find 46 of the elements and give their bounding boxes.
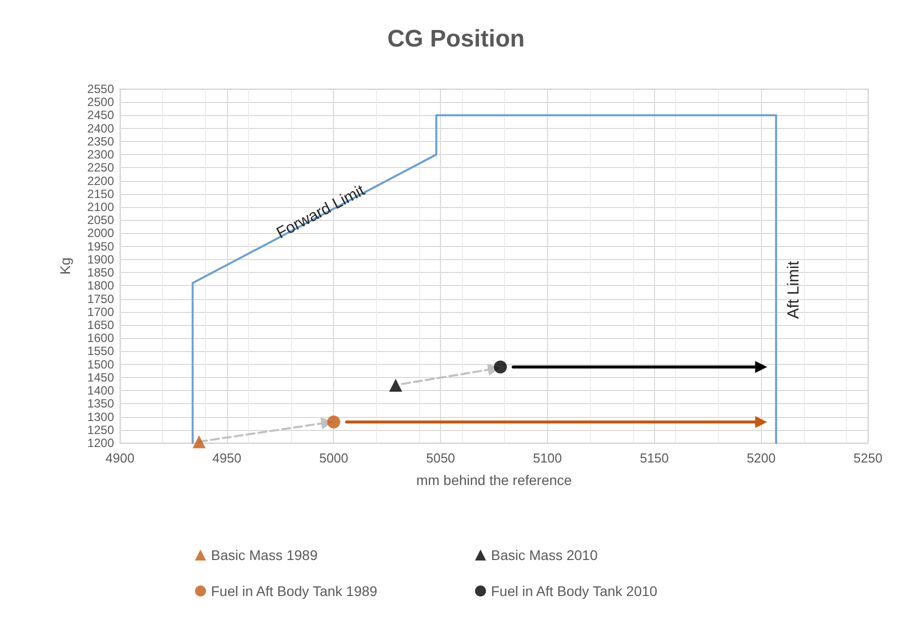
x-tick-label: 4950 — [212, 450, 242, 466]
y-tick-label: 2200 — [87, 174, 114, 188]
y-tick-label: 1600 — [87, 331, 114, 346]
legend-label: Basic Mass 2010 — [491, 547, 598, 563]
y-tick-label: 1300 — [87, 410, 114, 424]
x-tick-label: 5200 — [746, 450, 776, 466]
y-tick-label: 2350 — [87, 134, 114, 148]
y-tick-label: 1450 — [87, 370, 114, 384]
annotation: Aft Limit — [786, 260, 803, 319]
legend-label: Fuel in Aft Body Tank 1989 — [211, 583, 378, 599]
y-tick-label: 1900 — [87, 252, 114, 266]
y-tick-label: 1700 — [87, 304, 114, 319]
y-tick-label: 2150 — [87, 186, 114, 201]
y-tick-label: 2050 — [87, 213, 114, 228]
y-tick-label: 2500 — [87, 95, 114, 110]
y-tick-label: 1550 — [87, 344, 114, 358]
point — [192, 435, 206, 448]
x-tick-label: 5150 — [640, 450, 669, 466]
chart-title: CG Position — [387, 26, 525, 52]
y-tick-label: 1250 — [87, 422, 114, 437]
y-tick-label: 2300 — [87, 148, 114, 162]
x-tick-label: 4900 — [106, 450, 134, 466]
x-tick-label: 5100 — [532, 450, 562, 466]
point — [389, 378, 402, 392]
x-tick-label: 5250 — [854, 450, 882, 466]
y-tick-label: 2250 — [87, 160, 114, 175]
y-tick-label: 1200 — [87, 436, 114, 450]
legend-label: Fuel in Aft Body Tank 2010 — [491, 583, 658, 599]
x-tick-label: 5000 — [319, 450, 348, 466]
y-tick-label: 1850 — [87, 266, 114, 280]
y-tick-label: 1650 — [87, 318, 114, 332]
y-tick-label: 2400 — [87, 121, 114, 136]
y-tick-label: 2450 — [87, 108, 114, 122]
y-tick-label: 1350 — [87, 396, 114, 411]
y-tick-label: 2550 — [87, 82, 114, 96]
legend-label: Basic Mass 1989 — [211, 547, 318, 563]
y-tick-label: 1500 — [87, 357, 114, 372]
y-tick-label: 1800 — [87, 278, 114, 293]
x-tick-label: 5050 — [426, 450, 456, 466]
y-tick-label: 1750 — [87, 292, 114, 306]
x-axis-title: mm behind the reference — [416, 472, 572, 488]
y-tick-label: 1950 — [87, 239, 114, 254]
y-tick-label: 2000 — [87, 226, 114, 240]
y-tick-label: 1400 — [87, 384, 114, 398]
y-axis-title: Kg — [57, 257, 73, 275]
y-tick-label: 2100 — [87, 200, 114, 214]
